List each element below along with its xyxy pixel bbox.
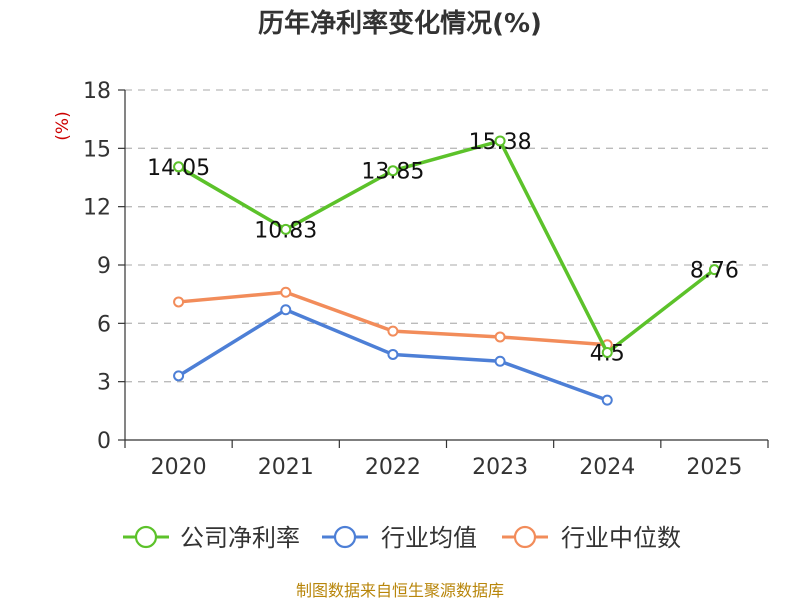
y-tick-label: 0 — [97, 429, 111, 454]
legend-item-2: 行业中位数 — [502, 524, 681, 552]
data-point — [387, 348, 399, 360]
data-point — [280, 304, 292, 316]
data-point — [173, 370, 185, 382]
data-label: 13.85 — [361, 160, 424, 185]
x-tick-label: 2022 — [365, 455, 421, 480]
y-tick-label: 18 — [83, 79, 111, 104]
data-point — [494, 135, 506, 147]
data-label: 10.83 — [254, 218, 317, 243]
legend-marker — [513, 525, 537, 549]
series-1 — [173, 304, 613, 406]
legend-item-1: 行业均值 — [322, 524, 477, 552]
data-label: 15.38 — [469, 130, 532, 155]
data-label: 4.5 — [590, 342, 625, 367]
data-point — [280, 223, 292, 235]
axes: 0 3 6 9 12 15 18 2020 2021 2022 2023 2024 2025 — [83, 79, 769, 480]
data-point — [601, 347, 613, 358]
y-tick-label: 3 — [97, 371, 111, 396]
y-axis-label: (%) — [53, 111, 73, 140]
data-labels: 14.05 10.83 13.85 15.38 4.5 8.76 — [147, 130, 739, 367]
legend-label: 公司净利率 — [180, 524, 300, 552]
series-layer — [173, 135, 720, 406]
data-point — [387, 325, 399, 337]
data-label: 14.05 — [147, 156, 210, 181]
data-label: 8.76 — [690, 259, 739, 284]
data-point — [601, 394, 613, 406]
x-tick-label: 2023 — [472, 455, 528, 480]
grid-lines — [125, 89, 768, 383]
y-tick-label: 6 — [97, 312, 111, 337]
data-point — [280, 286, 292, 298]
legend-label: 行业均值 — [381, 524, 477, 552]
data-point — [173, 161, 185, 173]
series-0 — [173, 135, 720, 358]
legend-marker — [333, 525, 357, 549]
x-tick-label: 2024 — [579, 455, 635, 480]
data-point — [708, 264, 720, 276]
chart-title: 历年净利率变化情况(%) — [258, 8, 542, 39]
series-line — [176, 139, 717, 355]
y-tick-label: 15 — [83, 137, 111, 162]
series-2 — [173, 286, 613, 351]
y-tick-label: 9 — [97, 254, 111, 279]
x-tick-label: 2020 — [151, 455, 207, 480]
data-point — [173, 296, 185, 308]
legend-item-0: 公司净利率 — [123, 524, 300, 552]
source-text: 制图数据来自恒生聚源数据库 — [296, 581, 504, 600]
legend-marker — [134, 525, 158, 549]
y-tick-label: 12 — [83, 196, 111, 221]
x-tick-label: 2021 — [258, 455, 314, 480]
legend: 公司净利率 行业均值 行业中位数 — [123, 524, 681, 552]
data-point — [494, 331, 506, 343]
legend-label: 行业中位数 — [561, 524, 681, 552]
x-tick-label: 2025 — [686, 455, 742, 480]
data-point — [494, 355, 506, 367]
data-point — [387, 165, 399, 177]
